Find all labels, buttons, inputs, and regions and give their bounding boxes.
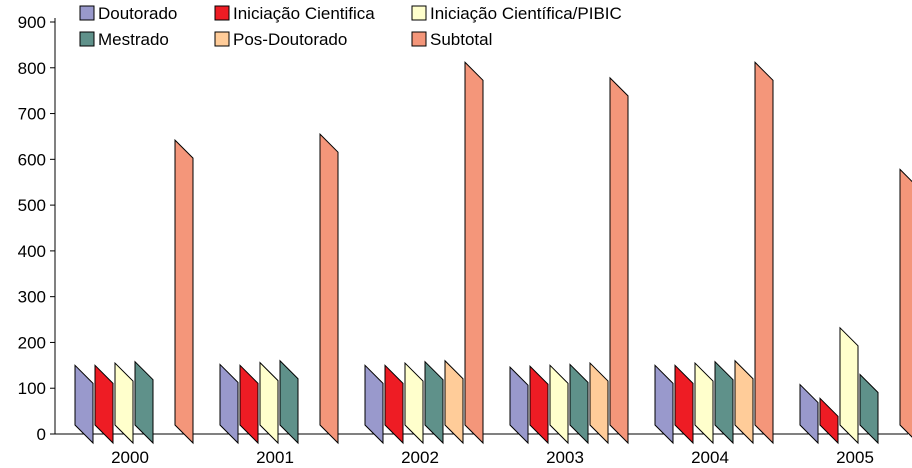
bar-inicia-o-cient-fica-pibic-2000 [114,361,134,445]
y-tick-label: 500 [18,196,46,215]
x-tick-label: 2004 [691,448,729,467]
legend-swatch [411,31,427,47]
bar-doutorado-2000 [74,364,94,445]
y-tick-label: 100 [18,379,46,398]
legend-swatch [79,31,95,47]
y-tick-label: 900 [18,13,46,32]
bar-mestrado-2003 [569,363,589,445]
y-tick-label: 300 [18,288,46,307]
bar-mestrado-2004 [714,360,734,445]
bar-inicia-o-cientifica-2000 [94,364,114,445]
bar-subtotal-2001 [319,132,339,445]
legend-swatch [411,5,427,21]
legend-swatch [214,31,230,47]
bar-doutorado-2001 [219,363,239,445]
legend-label: Iniciação Científica/PIBIC [430,4,622,23]
bar-doutorado-2004 [654,364,674,445]
bar-inicia-o-cientifica-2005 [819,397,839,445]
y-tick-label: 400 [18,242,46,261]
bar-doutorado-2003 [509,365,529,445]
bar-inicia-o-cient-fica-pibic-2001 [259,361,279,445]
bar-mestrado-2005 [859,373,879,445]
y-tick-label: 700 [18,105,46,124]
legend-label: Subtotal [430,30,492,49]
bar-subtotal-2002 [464,61,484,445]
legend-label: Doutorado [98,4,177,23]
legend-swatch [79,5,95,21]
bar-inicia-o-cient-fica-pibic-2002 [404,361,424,445]
legend-label: Mestrado [98,30,169,49]
bar-mestrado-2002 [424,360,444,445]
legend-label: Iniciação Cientifica [233,4,375,23]
y-tick-label: 0 [37,425,46,444]
bar-inicia-o-cient-fica-pibic-2005 [839,326,859,445]
x-tick-label: 2000 [111,448,149,467]
x-tick-label: 2001 [256,448,294,467]
x-tick-label: 2003 [546,448,584,467]
bar-inicia-o-cientifica-2001 [239,364,259,445]
bar-pos-doutorado-2004 [734,359,754,445]
bar-subtotal-2004 [754,61,774,445]
bar-inicia-o-cientifica-2002 [384,364,404,445]
y-tick-label: 600 [18,150,46,169]
x-tick-label: 2002 [401,448,439,467]
bar-inicia-o-cientifica-2004 [674,364,694,445]
bar-mestrado-2001 [279,359,299,445]
legend-label: Pos-Doutorado [233,30,347,49]
bar-subtotal-2005 [899,168,912,438]
bars [74,61,912,445]
bar-subtotal-2003 [609,76,629,445]
bar-inicia-o-cient-fica-pibic-2004 [694,361,714,445]
bar-inicia-o-cient-fica-pibic-2003 [549,364,569,445]
bar-doutorado-2002 [364,364,384,445]
y-tick-label: 200 [18,333,46,352]
bar-mestrado-2000 [134,360,154,445]
bar-inicia-o-cientifica-2003 [529,365,549,445]
y-tick-label: 800 [18,59,46,78]
bar-subtotal-2000 [174,138,194,445]
legend-swatch [214,5,230,21]
x-tick-label: 2005 [836,448,874,467]
axes: 0 100 200 300 400 500 600 700 800 900 2000 2001 2002… [18,13,908,467]
legend: Doutorado Iniciação Cientifica Iniciação C… [79,4,622,49]
bar-pos-doutorado-2003 [589,361,609,445]
bar-doutorado-2005 [799,383,819,445]
bar-pos-doutorado-2002 [444,359,464,445]
